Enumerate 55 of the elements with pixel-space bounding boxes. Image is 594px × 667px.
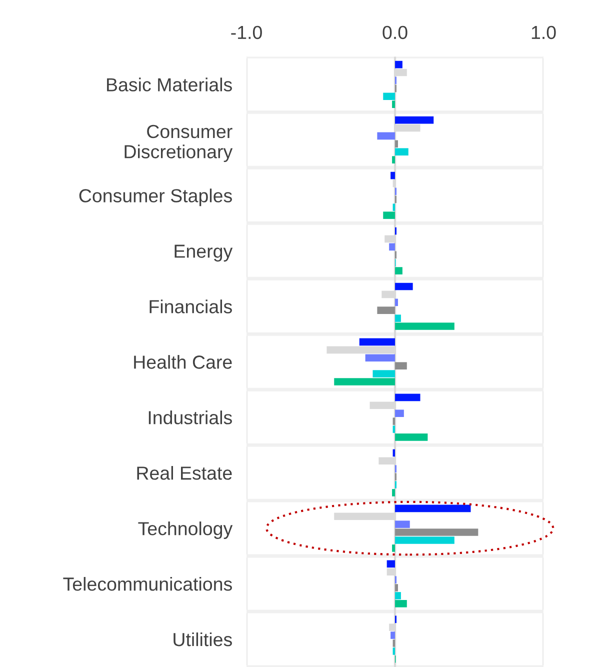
bar — [395, 528, 478, 536]
bar — [383, 212, 396, 219]
y-tick-label: Consumer Staples — [79, 188, 232, 206]
bar — [395, 362, 407, 370]
bar — [392, 640, 396, 647]
bar — [395, 267, 402, 274]
bar — [372, 370, 396, 378]
y-tick-label: Basic Materials — [107, 78, 232, 92]
bar — [395, 600, 407, 608]
y-tick-label: Consumer Discretionary — [124, 124, 233, 162]
bar — [377, 132, 396, 140]
bar — [392, 156, 396, 164]
bar — [334, 378, 396, 386]
bar — [359, 338, 396, 346]
bar — [395, 322, 454, 330]
y-tick-label: Technology — [138, 522, 233, 539]
bar — [395, 394, 420, 402]
y-tick-label: Industrials — [148, 410, 232, 424]
bar — [389, 243, 396, 251]
bar — [395, 298, 398, 306]
y-tick-label: Financials — [150, 300, 232, 314]
bar — [390, 172, 396, 180]
bar — [392, 544, 396, 552]
bar — [386, 560, 396, 568]
bar — [395, 504, 471, 512]
y-tick-label: Energy — [174, 244, 233, 262]
bar — [392, 100, 396, 108]
x-tick-label: 0.0 — [382, 26, 408, 40]
bar — [395, 536, 454, 544]
y-tick-label: Telecommunications — [63, 576, 232, 591]
bar — [392, 489, 396, 496]
bar — [395, 148, 408, 156]
y-tick-label: Health Care — [134, 355, 232, 369]
bar — [395, 314, 401, 322]
bar — [395, 140, 398, 148]
bar — [395, 584, 398, 592]
bar — [395, 410, 404, 418]
bar — [392, 426, 396, 433]
bar — [395, 116, 434, 124]
y-tick-label: Utilities — [174, 632, 232, 646]
bar — [390, 632, 396, 639]
bar — [383, 92, 396, 100]
bar — [395, 60, 402, 68]
x-tick-label: -1.0 — [231, 26, 262, 40]
bar — [377, 306, 396, 314]
bar — [395, 520, 410, 528]
bar — [365, 354, 396, 362]
bar — [392, 204, 396, 211]
bar — [392, 418, 396, 425]
bar — [395, 592, 401, 600]
bar — [392, 648, 396, 655]
bar — [395, 282, 413, 290]
y-tick-label: Real Estate — [137, 466, 232, 480]
bar — [395, 434, 428, 441]
x-tick-label: 1.0 — [532, 26, 556, 40]
